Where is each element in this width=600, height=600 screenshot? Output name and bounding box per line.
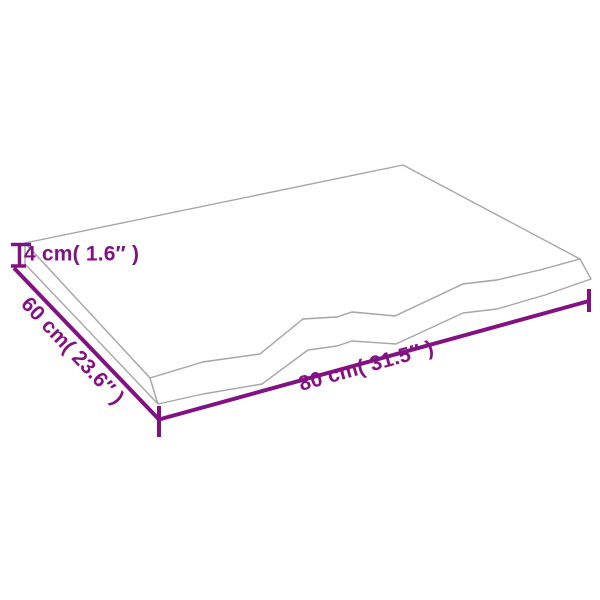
width-dimension-line [157, 289, 591, 437]
thickness-bracket [11, 242, 31, 268]
width-line [158, 299, 590, 422]
board-front-face [149, 258, 592, 405]
depth-dimension-line [12, 266, 161, 421]
depth-line [12, 266, 161, 421]
thickness-label: 4 cm( 1.6″ ) [24, 243, 139, 266]
